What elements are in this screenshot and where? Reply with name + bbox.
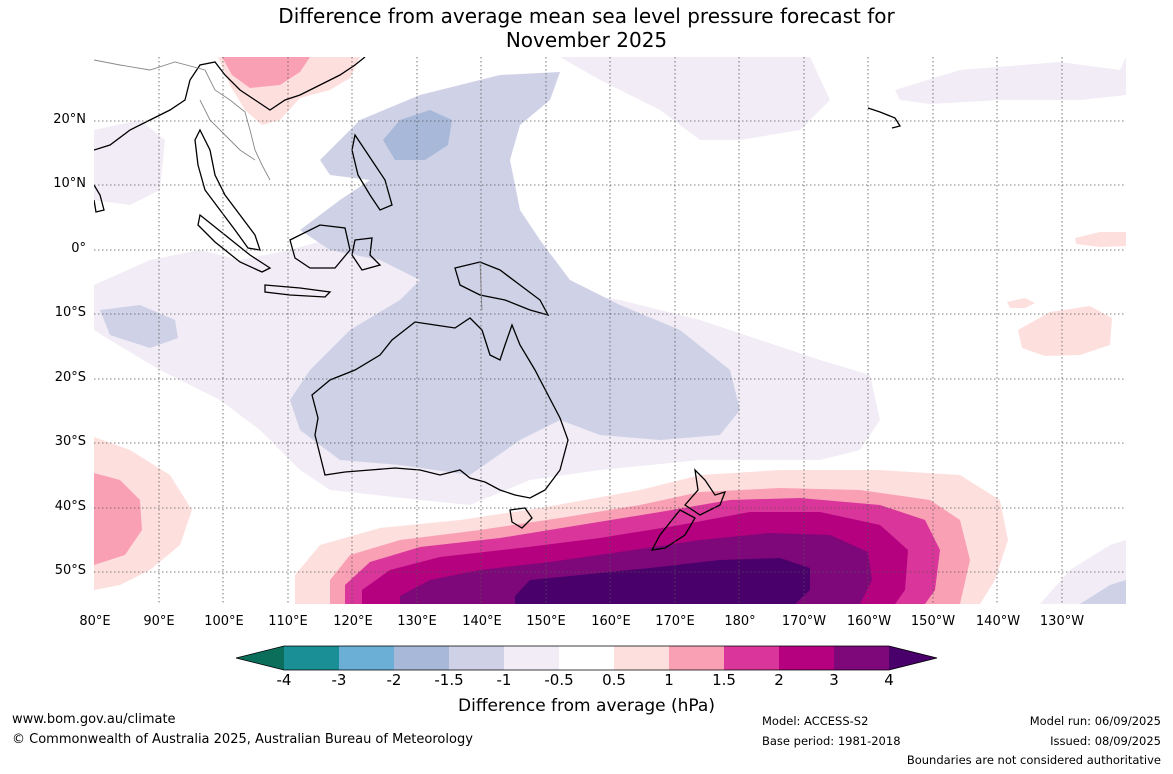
java-coast: [264, 284, 332, 298]
lon-label: 120°E: [333, 614, 373, 629]
colorbar-bin: [834, 646, 889, 670]
anomaly-region-neg-medium: [290, 72, 740, 475]
sumatra-coast: [197, 213, 272, 273]
title-line-2: November 2025: [505, 28, 668, 52]
copyright-text: © Commonwealth of Australia 2025, Austra…: [12, 732, 473, 747]
sri-lanka-coast: [94, 184, 105, 213]
colorbar-bin: [449, 646, 504, 670]
colorbar-bin: [614, 646, 669, 670]
colorbar-bin: [339, 646, 394, 670]
colorbar-tick-label: 3: [829, 671, 839, 689]
lon-label: 170°W: [781, 614, 827, 629]
anomaly-region-pos-north-medium: [222, 57, 310, 88]
australia-coast: [311, 317, 569, 499]
colorbar-bin: [559, 646, 614, 670]
colorbar-tick-label: -1: [496, 671, 512, 689]
lon-label: 170°E: [655, 614, 695, 629]
colorbar-tick-label: -1.5: [434, 671, 464, 689]
colorbar-tick-label: 4: [884, 671, 894, 689]
philippines-coast: [351, 133, 393, 211]
lon-label: 130°W: [1039, 614, 1085, 629]
anomaly-region-pos-east-1: [1075, 232, 1126, 247]
colorbar-tick-label: -0.5: [544, 671, 574, 689]
anomaly-region-pos-east-3: [1018, 306, 1112, 356]
lat-label: 20°S: [54, 370, 86, 385]
lat-label: 20°N: [53, 112, 86, 127]
lon-label: 140°E: [462, 614, 502, 629]
model-text: Model: ACCESS-S2: [762, 714, 869, 728]
colorbar: [235, 645, 938, 671]
lon-label: 150°W: [910, 614, 956, 629]
sulawesi-coast: [351, 237, 382, 271]
lon-label: 80°E: [79, 614, 111, 629]
lon-label: 110°E: [268, 614, 308, 629]
lat-label: 10°N: [53, 176, 86, 191]
asia-mainland-coast: [94, 57, 366, 251]
lat-label: 50°S: [54, 563, 86, 578]
colorbar-tick-label: -4: [276, 671, 292, 689]
lon-label: 140°W: [975, 614, 1021, 629]
colorbar-tick-label: 1.5: [712, 671, 736, 689]
anomaly-band-4-plus: [515, 558, 810, 604]
colorbar-tick-label: 2: [774, 671, 784, 689]
colorbar-bin: [779, 646, 834, 670]
lon-label: 90°E: [143, 614, 175, 629]
colorbar-bin: [724, 646, 779, 670]
colorbar-tick-label: -2: [386, 671, 402, 689]
graticule: [94, 57, 1126, 604]
anomaly-region-neg-light-ne: [895, 57, 1126, 104]
anomaly-region-pos-east-2: [1007, 298, 1035, 308]
lat-label: 0°: [71, 241, 86, 256]
base-period-text: Base period: 1981-2018: [762, 734, 901, 748]
anomaly-region-neg-light-west: [94, 120, 165, 205]
model-run-text: Model run: 06/09/2025: [1029, 714, 1161, 728]
colorbar-extend-high: [889, 646, 937, 670]
colorbar-bin: [669, 646, 724, 670]
hawaii-islands: [867, 107, 902, 129]
colorbar-tick-label: 0.5: [602, 671, 626, 689]
map-title: Difference from average mean sea level p…: [0, 4, 1173, 52]
colorbar-tick-label: 1: [664, 671, 674, 689]
title-line-1: Difference from average mean sea level p…: [278, 4, 895, 28]
lon-label: 180°: [724, 614, 756, 629]
colorbar-bin: [504, 646, 559, 670]
lat-label: 10°S: [54, 305, 86, 320]
lat-label: 40°S: [54, 499, 86, 514]
borneo-coast: [289, 224, 351, 269]
lat-label: 30°S: [54, 434, 86, 449]
new-zealand-north: [684, 468, 727, 516]
colorbar-bin: [394, 646, 449, 670]
lon-label: 160°W: [846, 614, 892, 629]
colorbar-bin: [284, 646, 339, 670]
pressure-anomaly-field: [94, 57, 1126, 604]
new-guinea-coast: [454, 261, 550, 317]
lon-label: 100°E: [204, 614, 244, 629]
anomaly-region-neg-medium-west: [100, 305, 178, 348]
anomaly-region-pos-west-medium: [94, 473, 142, 565]
colorbar-tick-label: -3: [331, 671, 347, 689]
anomaly-region-neg-medium-se: [1080, 580, 1126, 604]
issued-text: Issued: 08/09/2025: [1050, 734, 1161, 748]
colorbar-title: Difference from average (hPa): [458, 696, 715, 716]
lon-label: 160°E: [591, 614, 631, 629]
disclaimer-text: Boundaries are not considered authoritat…: [906, 753, 1161, 767]
colorbar-extend-low: [236, 646, 284, 670]
lon-label: 130°E: [397, 614, 437, 629]
anomaly-region-neg-strong: [383, 110, 452, 160]
website-link[interactable]: www.bom.gov.au/climate: [12, 712, 176, 727]
new-zealand-south: [650, 509, 696, 551]
lon-label: 150°E: [526, 614, 566, 629]
